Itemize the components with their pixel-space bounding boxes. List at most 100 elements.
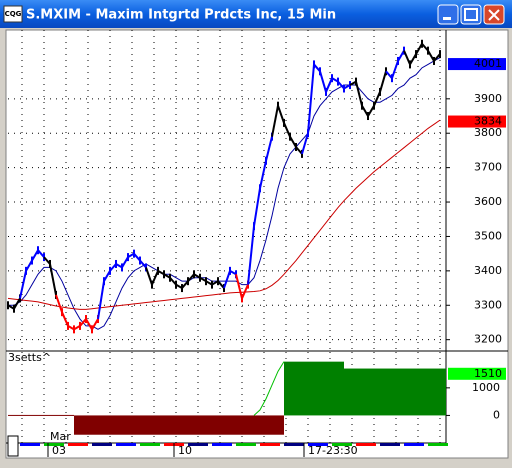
price-bar	[31, 256, 33, 265]
indicator-bar	[320, 361, 326, 416]
ma-price-tag	[448, 115, 506, 128]
time-strip	[260, 443, 280, 446]
indicator-bar	[416, 368, 422, 416]
time-strip	[20, 443, 40, 446]
y-tick-label: 3600	[474, 195, 502, 208]
indicator-bar	[404, 368, 410, 416]
indicator-bar	[344, 368, 350, 416]
indicator-label: 3setts^	[8, 351, 51, 364]
time-strip	[428, 443, 448, 446]
minimize-button[interactable]	[437, 4, 459, 25]
indicator-bar	[86, 415, 92, 435]
indicator-bar	[332, 361, 338, 416]
indicator-bar	[278, 415, 284, 435]
indicator-bar	[338, 361, 344, 416]
indicator-tag	[448, 367, 506, 380]
x-tick-label: 10	[178, 444, 192, 457]
price-segment	[235, 274, 243, 299]
time-strip	[140, 443, 160, 446]
indicator-tag-text: 1510	[474, 367, 502, 380]
indicator-bar	[356, 368, 362, 416]
indicator-bar	[410, 368, 416, 416]
indicator-bar	[116, 415, 122, 435]
price-segment	[259, 160, 267, 189]
y-tick-label: 3800	[474, 126, 502, 139]
y-tick-label: 3400	[474, 264, 502, 277]
time-strip	[356, 443, 376, 446]
month-label: Mar	[50, 430, 71, 443]
time-strip	[212, 443, 232, 446]
app-icon[interactable]	[3, 5, 23, 23]
indicator-bar	[158, 415, 164, 435]
time-strip	[236, 443, 256, 446]
y-tick-label: 3900	[474, 92, 502, 105]
close-button[interactable]	[483, 4, 505, 25]
indicator-bar	[254, 415, 260, 435]
price-segment	[253, 188, 261, 227]
indicator-bar	[428, 368, 434, 416]
scroll-handle[interactable]	[7, 435, 19, 457]
moving-average	[8, 57, 441, 330]
price-segment	[307, 64, 315, 134]
indicator-bar	[326, 361, 332, 416]
indicator-bar	[302, 361, 308, 416]
time-strip	[308, 443, 328, 446]
y-tick-label: 1000	[472, 381, 500, 394]
indicator-bar	[296, 361, 302, 416]
indicator-bar	[74, 415, 80, 435]
x-tick-label: 17-23:30	[308, 444, 358, 457]
indicator-bar	[110, 415, 116, 435]
indicator-bar	[134, 415, 140, 435]
indicator-bar	[230, 415, 236, 435]
price-bar	[439, 50, 441, 59]
y-tick-label: 3200	[474, 333, 502, 346]
indicator-bar	[146, 415, 152, 435]
indicator-bar	[284, 361, 290, 416]
maximize-button[interactable]	[460, 4, 482, 25]
indicator-signal	[253, 361, 285, 416]
indicator-bar	[194, 415, 200, 435]
indicator-bar	[242, 415, 248, 435]
indicator-bar	[440, 368, 446, 416]
price-segment	[19, 270, 27, 299]
price-bar	[127, 253, 129, 262]
indicator-bar	[260, 415, 266, 435]
indicator-bar	[80, 415, 86, 435]
indicator-bar	[176, 415, 182, 435]
indicator-bar	[182, 415, 188, 435]
indicator-bar	[164, 415, 170, 435]
indicator-bar	[170, 415, 176, 435]
time-strip	[44, 443, 64, 446]
time-strip	[116, 443, 136, 446]
time-strip	[284, 443, 304, 446]
y-tick-label: 3300	[474, 298, 502, 311]
indicator-bar	[362, 368, 368, 416]
indicator-bar	[272, 415, 278, 435]
indicator-bar	[368, 368, 374, 416]
indicator-bar	[200, 415, 206, 435]
y-tick-label: 3700	[474, 161, 502, 174]
indicator-bar	[140, 415, 146, 435]
indicator-bar	[290, 361, 296, 416]
time-strip	[68, 443, 88, 446]
indicator-bar	[92, 415, 98, 435]
indicator-bar	[380, 368, 386, 416]
y-tick-label: 3500	[474, 229, 502, 242]
indicator-bar	[236, 415, 242, 435]
window-title: S.MXIM - Maxim Intgrtd Prdcts Inc, 15 Mi…	[26, 8, 336, 23]
time-strip	[188, 443, 208, 446]
last-price-tag-text: 4001	[474, 57, 502, 70]
y-tick-label: 0	[493, 408, 500, 421]
indicator-bar	[374, 368, 380, 416]
indicator-bar	[212, 415, 218, 435]
indicator-bar	[308, 361, 314, 416]
indicator-bar	[434, 368, 440, 416]
indicator-bar	[314, 361, 320, 416]
indicator-bar	[422, 368, 428, 416]
price-segment	[49, 263, 57, 296]
indicator-bar	[152, 415, 158, 435]
title-bar	[0, 0, 512, 28]
indicator-bar	[392, 368, 398, 416]
